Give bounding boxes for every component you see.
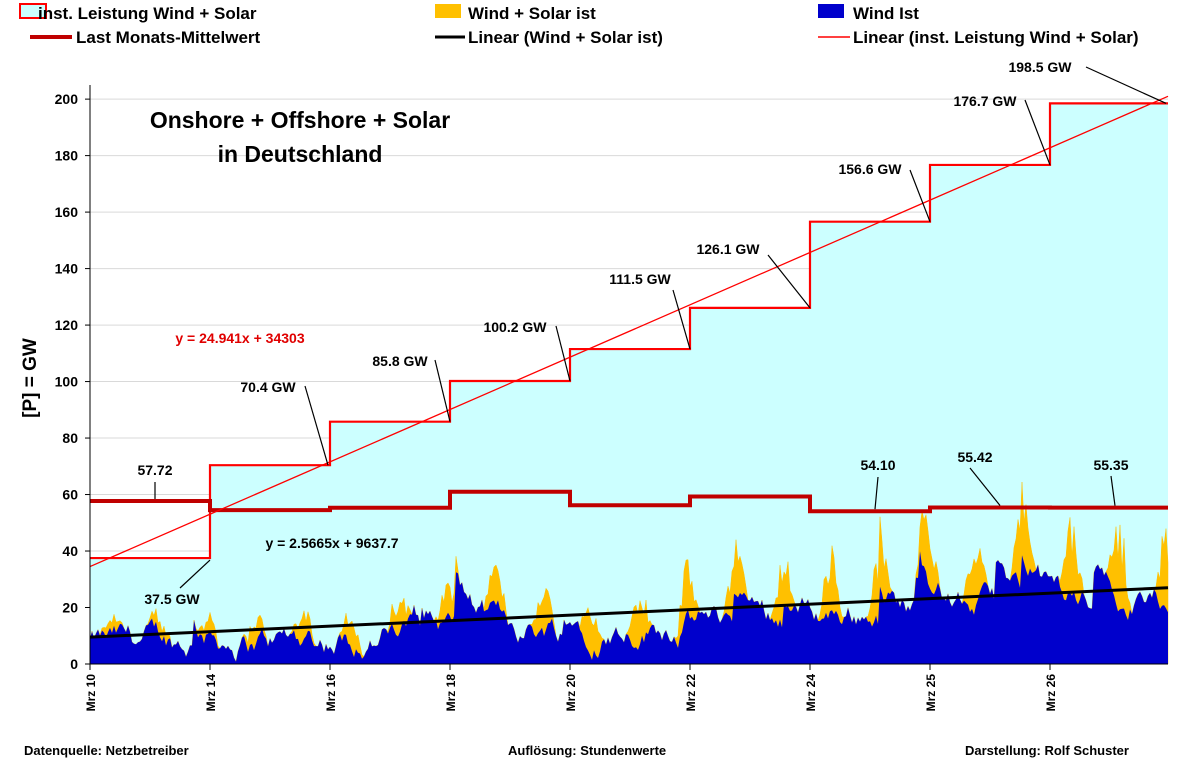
wind-actual-area <box>90 551 1168 664</box>
legend-label-lin_inst: Linear (inst. Leistung Wind + Solar) <box>853 28 1139 47</box>
trend-installed-equation: y = 24.941x + 34303 <box>175 330 304 346</box>
footer-resolution: Auflösung: Stundenwerte <box>508 743 666 758</box>
x-tick-label: Mrz 18 <box>444 674 458 712</box>
y-tick-label-180: 180 <box>55 148 79 164</box>
callout-leader-average <box>874 476 879 510</box>
callout-leader-installed <box>767 254 811 309</box>
installed-capacity-area <box>90 102 1168 665</box>
callout-installed-7: 176.7 GW <box>953 93 1017 109</box>
y-tick-label-200: 200 <box>55 91 79 107</box>
x-tick-label: Mrz 20 <box>564 674 578 712</box>
callout-installed-6: 156.6 GW <box>838 161 902 177</box>
callout-average-8: 55.35 <box>1093 457 1128 473</box>
x-tick-label: Mrz 14 <box>204 674 218 712</box>
y-tick-label-160: 160 <box>55 204 79 220</box>
actual-series <box>89 481 1169 665</box>
installed-capacity-fill <box>90 103 1168 665</box>
callout-leader-installed <box>434 359 451 422</box>
y-tick-label-20: 20 <box>62 600 78 616</box>
callout-average-7: 55.42 <box>957 449 992 465</box>
callout-leader-installed <box>304 385 329 466</box>
legend-swatch-wind <box>818 4 844 18</box>
y-tick-label-80: 80 <box>62 430 78 446</box>
callout-installed-0: 37.5 GW <box>144 591 200 607</box>
y-tick-label-140: 140 <box>55 261 79 277</box>
legend: inst. Leistung Wind + Solar Wind + Solar … <box>19 3 1139 47</box>
callout-installed-1: 70.4 GW <box>240 379 296 395</box>
trend-installed-line <box>89 95 1169 568</box>
callout-leader-average <box>1110 475 1116 506</box>
trend-actual-line <box>89 586 1169 639</box>
callout-leader-installed <box>1024 99 1051 166</box>
callout-leader-installed <box>909 169 931 222</box>
y-tick-label-0: 0 <box>70 656 78 672</box>
legend-label-installed: inst. Leistung Wind + Solar <box>38 4 257 23</box>
callout-average-6: 54.10 <box>860 457 895 473</box>
legend-swatch-wind_solar <box>435 4 461 18</box>
trend-actual-equation: y = 2.5665x + 9637.7 <box>265 535 398 551</box>
callout-installed-2: 85.8 GW <box>372 353 428 369</box>
annotations: 37.5 GW 70.4 GW 85.8 GW 100.2 GW 111.5 GW 126… <box>137 59 1167 607</box>
callout-installed-8: 198.5 GW <box>1008 59 1072 75</box>
y-tick-label-40: 40 <box>62 543 78 559</box>
x-tick-label: Mrz 16 <box>324 674 338 712</box>
callout-leader-installed <box>555 325 571 382</box>
x-tick-label: Mrz 22 <box>684 674 698 712</box>
legend-label-wind_solar: Wind + Solar ist <box>468 4 596 23</box>
monthly-average-load-line <box>90 489 1168 514</box>
callout-leader-installed <box>179 559 211 589</box>
y-tick-label-60: 60 <box>62 487 78 503</box>
legend-label-lin_ws: Linear (Wind + Solar ist) <box>468 28 663 47</box>
footer-author: Darstellung: Rolf Schuster <box>965 743 1129 758</box>
callout-installed-4: 111.5 GW <box>609 271 671 287</box>
axes: 0 20 40 60 80 100 120 140 160 180 200 Mrz 10 Mrz 14 M… <box>55 85 1168 711</box>
legend-label-monthly_avg: Last Monats-Mittelwert <box>76 28 261 47</box>
series-lines <box>89 95 1169 639</box>
callout-average-0: 57.72 <box>137 462 172 478</box>
callout-leader-installed <box>1085 66 1167 104</box>
legend-swatch-installed <box>19 3 47 19</box>
chart-title-line-1: Onshore + Offshore + Solar <box>150 107 450 133</box>
callout-leader-installed <box>672 289 691 350</box>
footer-source: Datenquelle: Netzbetreiber <box>24 743 189 758</box>
chart-title-line-2: in Deutschland <box>218 141 383 167</box>
callout-installed-3: 100.2 GW <box>483 319 547 335</box>
legend-label-wind: Wind Ist <box>853 4 919 23</box>
x-tick-label: Mrz 26 <box>1044 674 1058 712</box>
y-tick-label-120: 120 <box>55 317 79 333</box>
x-tick-label: Mrz 24 <box>804 674 818 712</box>
y-tick-label-100: 100 <box>55 374 79 390</box>
callout-leader-average <box>969 467 1001 506</box>
installed-capacity-line <box>90 102 1168 560</box>
x-tick-label: Mrz 10 <box>84 674 98 712</box>
callout-installed-5: 126.1 GW <box>696 241 760 257</box>
x-tick-label: Mrz 25 <box>924 674 938 712</box>
y-axis-label: [P] = GW <box>20 338 41 418</box>
